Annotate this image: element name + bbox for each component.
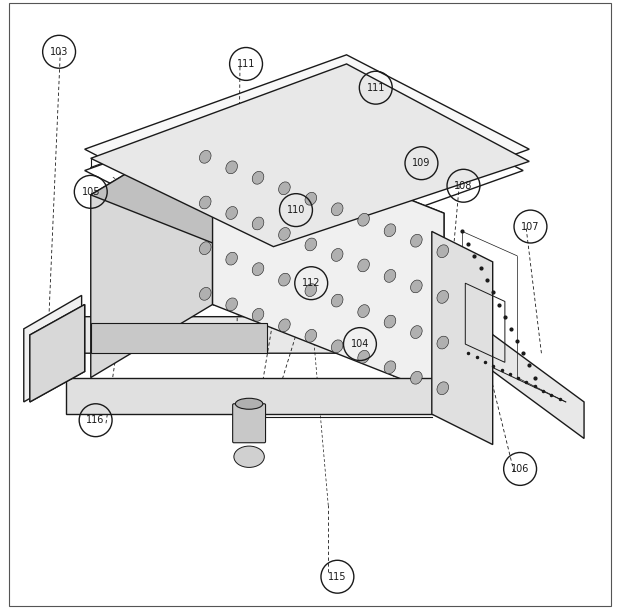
Text: replacementparts.com: replacementparts.com: [190, 286, 332, 299]
Ellipse shape: [358, 213, 370, 226]
Ellipse shape: [384, 224, 396, 237]
Polygon shape: [66, 378, 450, 414]
Ellipse shape: [200, 150, 211, 163]
Ellipse shape: [332, 294, 343, 307]
Text: 111: 111: [237, 59, 255, 69]
Polygon shape: [91, 122, 444, 286]
Ellipse shape: [236, 398, 263, 409]
Polygon shape: [30, 304, 85, 402]
Ellipse shape: [437, 336, 449, 349]
Text: 110: 110: [287, 205, 305, 215]
Text: 111: 111: [366, 83, 385, 93]
Ellipse shape: [358, 350, 370, 363]
Polygon shape: [213, 122, 444, 396]
Ellipse shape: [358, 259, 370, 272]
Ellipse shape: [384, 315, 396, 328]
Ellipse shape: [252, 262, 264, 275]
Ellipse shape: [384, 270, 396, 283]
Ellipse shape: [226, 252, 237, 265]
Ellipse shape: [437, 382, 449, 395]
Ellipse shape: [226, 298, 237, 311]
Text: 112: 112: [302, 278, 321, 288]
Ellipse shape: [278, 273, 290, 286]
Polygon shape: [24, 295, 82, 402]
Polygon shape: [91, 122, 213, 378]
Ellipse shape: [278, 182, 290, 195]
Ellipse shape: [278, 228, 290, 241]
Ellipse shape: [200, 196, 211, 209]
Text: 105: 105: [81, 187, 100, 197]
Ellipse shape: [226, 161, 237, 174]
Ellipse shape: [278, 319, 290, 332]
Ellipse shape: [332, 340, 343, 353]
Ellipse shape: [305, 238, 317, 251]
Ellipse shape: [226, 206, 237, 219]
Ellipse shape: [200, 287, 211, 300]
Ellipse shape: [252, 171, 264, 184]
Text: 107: 107: [521, 222, 539, 231]
Ellipse shape: [410, 280, 422, 293]
Text: 115: 115: [328, 572, 347, 582]
Text: 108: 108: [454, 181, 472, 191]
Ellipse shape: [410, 326, 422, 339]
Ellipse shape: [437, 290, 449, 303]
Ellipse shape: [305, 329, 317, 342]
Ellipse shape: [410, 234, 422, 247]
Ellipse shape: [252, 308, 264, 321]
Polygon shape: [91, 323, 267, 353]
Ellipse shape: [384, 361, 396, 374]
Text: 106: 106: [511, 464, 529, 474]
Ellipse shape: [234, 446, 264, 468]
Polygon shape: [91, 64, 529, 247]
Text: 116: 116: [86, 415, 105, 425]
Polygon shape: [48, 317, 584, 438]
Ellipse shape: [410, 371, 422, 384]
Text: 109: 109: [412, 158, 431, 168]
Polygon shape: [85, 55, 529, 244]
Text: 104: 104: [351, 339, 369, 349]
FancyBboxPatch shape: [232, 404, 265, 443]
Ellipse shape: [305, 192, 317, 205]
Ellipse shape: [332, 248, 343, 261]
Ellipse shape: [305, 284, 317, 297]
Text: 103: 103: [50, 47, 68, 57]
Polygon shape: [432, 231, 493, 445]
Ellipse shape: [437, 245, 449, 258]
Ellipse shape: [332, 203, 343, 216]
Ellipse shape: [358, 304, 370, 317]
Ellipse shape: [252, 217, 264, 230]
Ellipse shape: [200, 242, 211, 255]
